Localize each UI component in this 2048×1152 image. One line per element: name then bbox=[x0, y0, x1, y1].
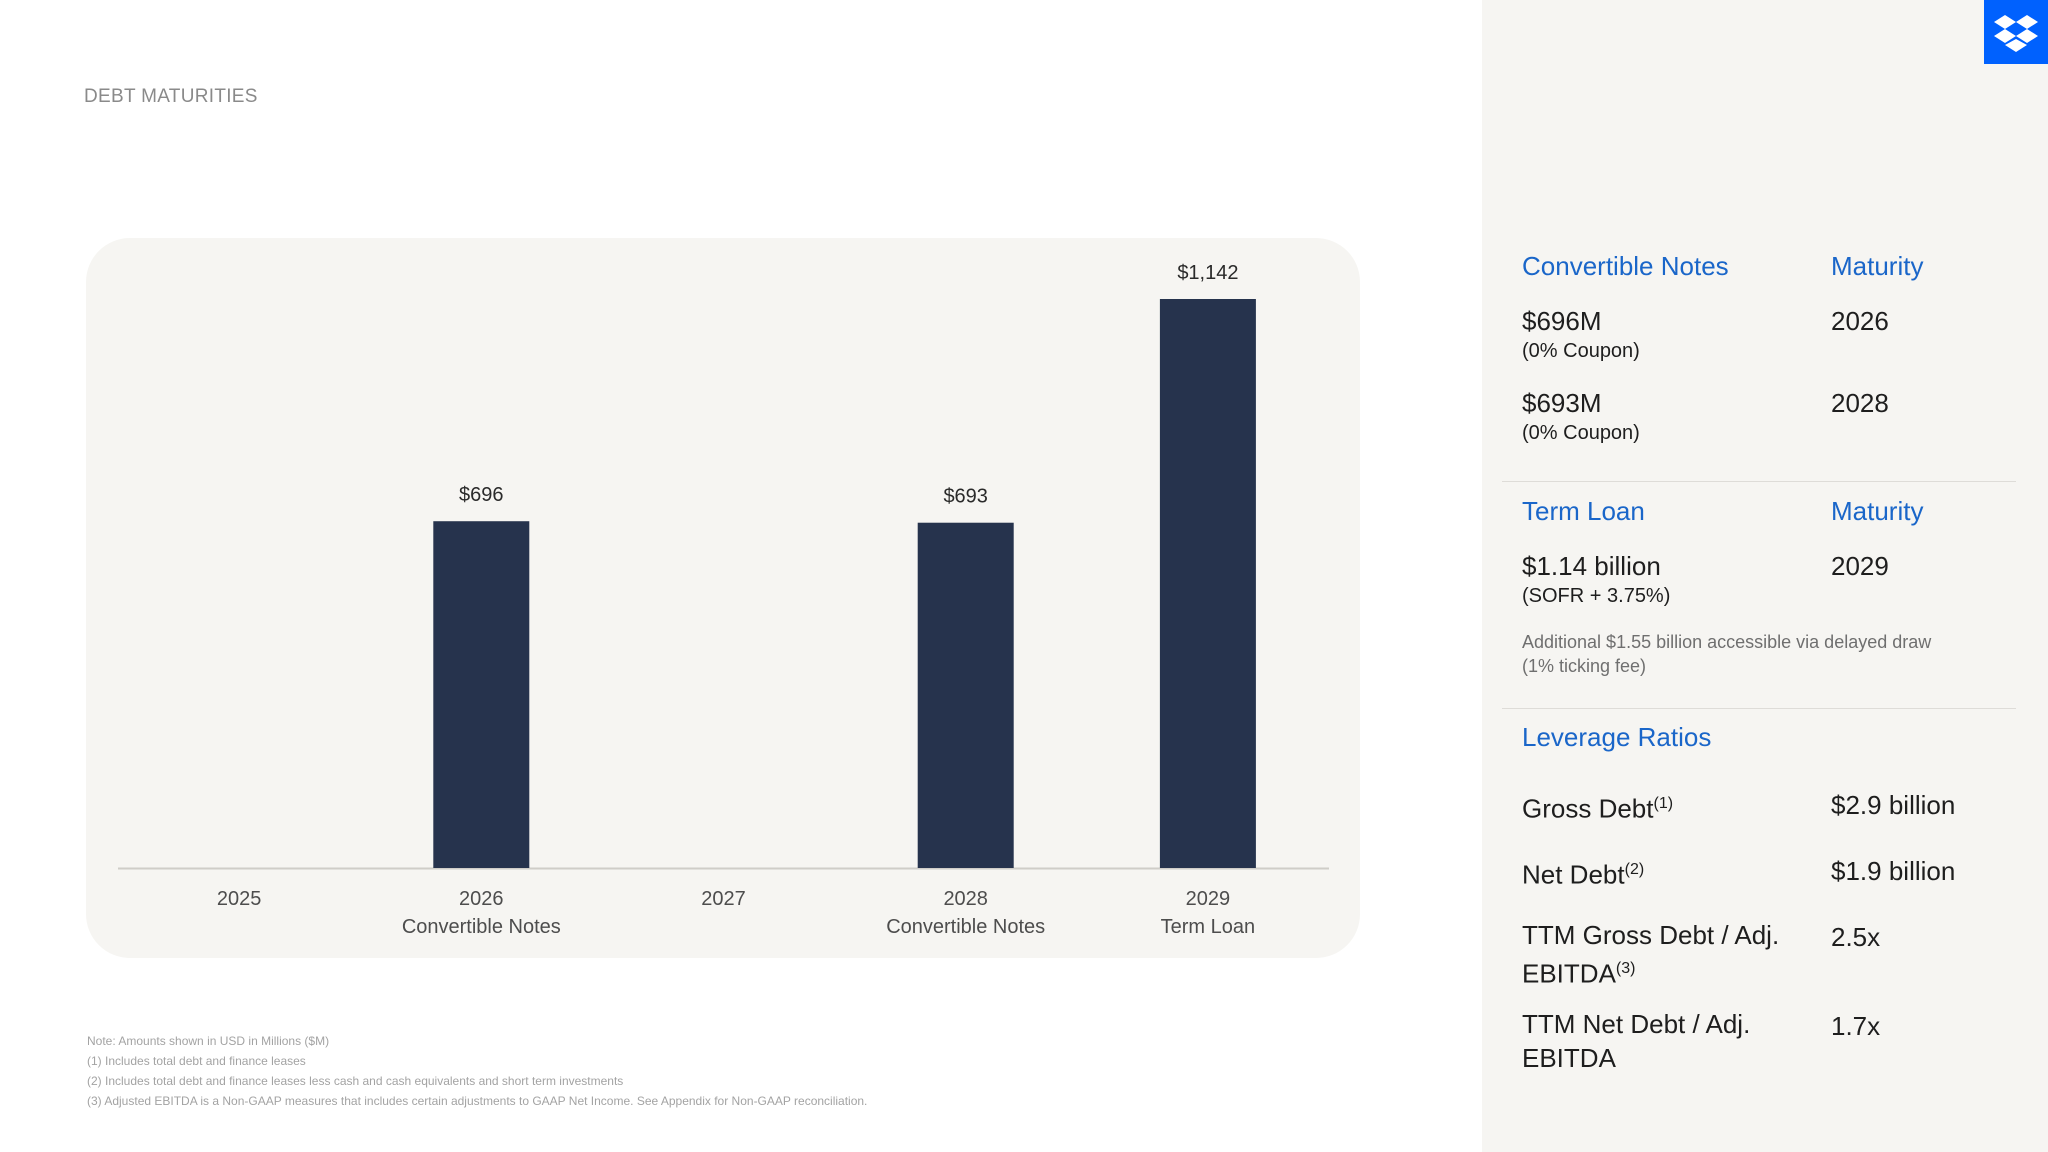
bar-2028 bbox=[917, 522, 1014, 868]
tick-sublabel-2028: Convertible Notes bbox=[886, 916, 1045, 938]
leverage-value-gross-debt: $2.9 billion bbox=[1831, 790, 1956, 820]
term-loan-maturity: 2029 bbox=[1831, 551, 1889, 581]
data-label-2029: $1,142 bbox=[1177, 262, 1238, 284]
convertible-maturity-1: 2026 bbox=[1831, 306, 1889, 336]
bar-2026 bbox=[433, 521, 530, 868]
leverage-ratios-header: Leverage Ratios bbox=[1522, 722, 1712, 752]
leverage-value-ttm-net: 1.7x bbox=[1831, 1011, 1881, 1041]
chart-panel: 2025 $696 2026 Convertible Notes 2027 $693 202… bbox=[86, 238, 1360, 958]
term-loan-note-line1: Additional $1.55 billion accessible via … bbox=[1522, 632, 1932, 652]
bar-2029 bbox=[1159, 299, 1256, 868]
convertible-amount-2: $693M bbox=[1522, 388, 1602, 418]
leverage-label-ttm-net: TTM Net Debt / Adj. EBITDA bbox=[1522, 1007, 1750, 1075]
leverage-label-line2: EBITDA bbox=[1522, 958, 1616, 989]
footnote-ref: (3) bbox=[1615, 960, 1636, 977]
term-loan-note-line2: (1% ticking fee) bbox=[1522, 656, 1647, 676]
convertible-amount-1: $696M bbox=[1522, 306, 1602, 336]
term-loan-rate: (SOFR + 3.75%) bbox=[1522, 585, 1671, 607]
tick-sublabel-2026: Convertible Notes bbox=[402, 916, 561, 938]
debt-maturities-chart: 2025 $696 2026 Convertible Notes 2027 $693 202… bbox=[118, 262, 1329, 938]
leverage-label-gross-debt: Gross Debt(1) bbox=[1522, 787, 1673, 826]
leverage-label-text: Gross Debt bbox=[1522, 793, 1654, 824]
footnote-note: Note: Amounts shown in USD in Millions (… bbox=[87, 1034, 330, 1048]
footnote-2: (2) Includes total debt and finance leas… bbox=[87, 1074, 624, 1088]
data-label-2026: $696 bbox=[459, 484, 504, 506]
footnote-ref: (1) bbox=[1653, 795, 1674, 812]
tick-label-2026: 2026 bbox=[459, 888, 504, 910]
term-loan-amount: $1.14 billion bbox=[1522, 551, 1661, 581]
leverage-label-ttm-gross: TTM Gross Debt / Adj. EBITDA(3) bbox=[1522, 918, 1779, 991]
leverage-value-ttm-gross: 2.5x bbox=[1831, 922, 1881, 952]
dropbox-logo-icon bbox=[1994, 15, 2038, 52]
footnote-ref: (2) bbox=[1624, 861, 1645, 878]
convertible-coupon-2: (0% Coupon) bbox=[1522, 422, 1640, 444]
right-panel: Convertible Notes Maturity $696M (0% Cou… bbox=[1482, 0, 2048, 1152]
convertible-maturity-header: Maturity bbox=[1831, 251, 1924, 281]
dropbox-logo bbox=[1984, 0, 2048, 64]
tick-label-2027: 2027 bbox=[701, 888, 746, 910]
footnote-3: (3) Adjusted EBITDA is a Non-GAAP measur… bbox=[87, 1094, 868, 1108]
footnote-1: (1) Includes total debt and finance leas… bbox=[87, 1054, 306, 1068]
tick-label-2028: 2028 bbox=[943, 888, 988, 910]
leverage-label-net-debt: Net Debt(2) bbox=[1522, 853, 1644, 892]
convertible-notes-header: Convertible Notes bbox=[1522, 251, 1729, 281]
slide-title: DEBT MATURITIES bbox=[84, 86, 258, 107]
leverage-label-text: Net Debt bbox=[1522, 859, 1625, 890]
section-divider bbox=[1502, 708, 2016, 709]
tick-label-2029: 2029 bbox=[1186, 888, 1231, 910]
leverage-label-line1: TTM Net Debt / Adj. bbox=[1522, 1009, 1751, 1039]
term-loan-note: Additional $1.55 billion accessible via … bbox=[1522, 630, 1962, 678]
leverage-label-line1: TTM Gross Debt / Adj. bbox=[1522, 920, 1780, 950]
tick-sublabel-2029: Term Loan bbox=[1161, 916, 1256, 938]
tick-label-2025: 2025 bbox=[217, 888, 262, 910]
term-loan-header: Term Loan bbox=[1522, 496, 1645, 526]
leverage-value-net-debt: $1.9 billion bbox=[1831, 856, 1956, 886]
term-loan-maturity-header: Maturity bbox=[1831, 496, 1924, 526]
footnotes: Note: Amounts shown in USD in Millions (… bbox=[87, 1031, 867, 1111]
data-label-2028: $693 bbox=[943, 486, 988, 508]
convertible-coupon-1: (0% Coupon) bbox=[1522, 340, 1640, 362]
section-divider bbox=[1502, 481, 2016, 482]
convertible-maturity-2: 2028 bbox=[1831, 388, 1889, 418]
leverage-label-line2: EBITDA bbox=[1522, 1043, 1616, 1073]
